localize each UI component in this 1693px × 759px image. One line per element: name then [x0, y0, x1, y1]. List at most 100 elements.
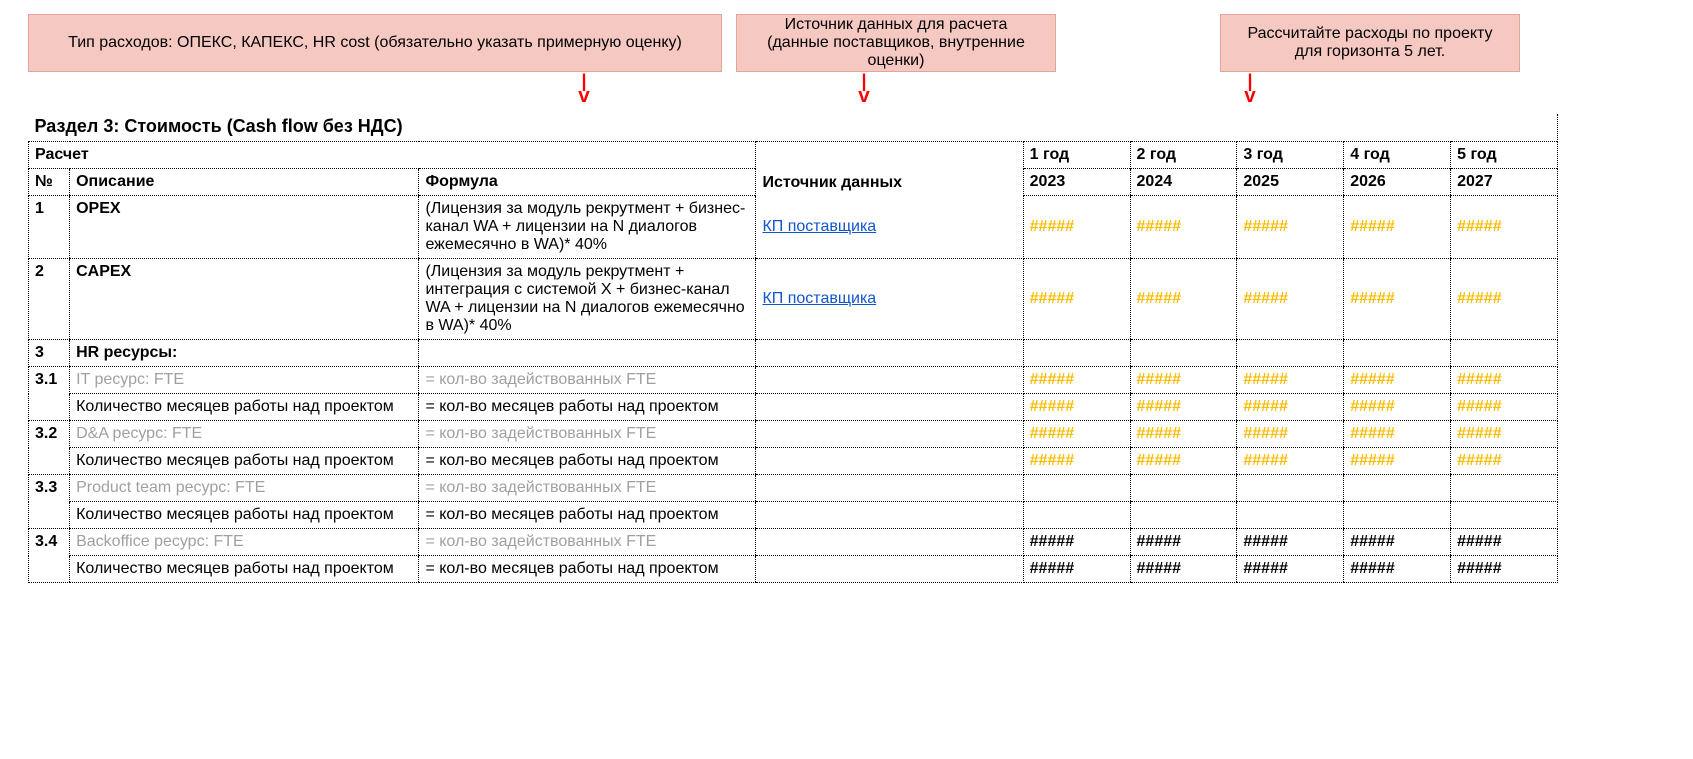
cell-value[interactable]: ##### — [1023, 529, 1130, 556]
cell-value[interactable]: ##### — [1023, 556, 1130, 583]
cell-number[interactable]: 3.3 — [29, 475, 70, 529]
cell-value[interactable] — [1130, 502, 1237, 529]
cell-value[interactable]: ##### — [1344, 556, 1451, 583]
cell-value[interactable]: ##### — [1451, 196, 1558, 259]
cell-value[interactable]: ##### — [1344, 367, 1451, 394]
cell-number[interactable]: 2 — [29, 259, 70, 340]
table-row[interactable]: Количество месяцев работы над проектом= … — [29, 448, 1558, 475]
cell-value[interactable]: ##### — [1130, 394, 1237, 421]
cell-source[interactable] — [756, 475, 1023, 502]
cell-value[interactable]: ##### — [1451, 394, 1558, 421]
cell-description[interactable]: Количество месяцев работы над проектом — [70, 502, 419, 529]
cell-formula[interactable]: (Лицензия за модуль рекрутмент + интегра… — [419, 259, 756, 340]
cell-value[interactable] — [1023, 475, 1130, 502]
cell-value[interactable] — [1451, 340, 1558, 367]
cell-formula[interactable]: = кол-во задействованных FTE — [419, 421, 756, 448]
cell-value[interactable] — [1023, 502, 1130, 529]
table-row[interactable]: Количество месяцев работы над проектом= … — [29, 556, 1558, 583]
cell-value[interactable] — [1023, 340, 1130, 367]
cell-description[interactable]: Количество месяцев работы над проектом — [70, 556, 419, 583]
cell-source[interactable] — [756, 421, 1023, 448]
cell-number[interactable]: 3.1 — [29, 367, 70, 421]
cell-value[interactable]: ##### — [1344, 394, 1451, 421]
cell-formula[interactable]: = кол-во месяцев работы над проектом — [419, 394, 756, 421]
cell-value[interactable]: ##### — [1451, 421, 1558, 448]
cell-value[interactable] — [1237, 340, 1344, 367]
cell-source[interactable]: КП поставщика — [756, 259, 1023, 340]
cell-source[interactable] — [756, 502, 1023, 529]
cell-value[interactable] — [1237, 475, 1344, 502]
cell-value[interactable]: ##### — [1451, 259, 1558, 340]
cell-value[interactable]: ##### — [1344, 196, 1451, 259]
source-link[interactable]: КП поставщика — [762, 290, 876, 307]
cell-value[interactable]: ##### — [1237, 529, 1344, 556]
cell-description[interactable]: OPEX — [70, 196, 419, 259]
cell-value[interactable]: ##### — [1023, 421, 1130, 448]
cell-description[interactable]: IT ресурс: FTE — [70, 367, 419, 394]
table-row[interactable]: 3.4Backoffice ресурс: FTE= кол-во задейс… — [29, 529, 1558, 556]
cell-formula[interactable]: = кол-во месяцев работы над проектом — [419, 556, 756, 583]
cell-value[interactable]: ##### — [1451, 448, 1558, 475]
cell-source[interactable] — [756, 367, 1023, 394]
cell-value[interactable] — [1130, 475, 1237, 502]
cell-value[interactable]: ##### — [1023, 448, 1130, 475]
cell-value[interactable]: ##### — [1130, 556, 1237, 583]
cell-value[interactable]: ##### — [1023, 394, 1130, 421]
cell-value[interactable]: ##### — [1344, 421, 1451, 448]
cell-formula[interactable]: = кол-во месяцев работы над проектом — [419, 502, 756, 529]
cell-formula[interactable] — [419, 340, 756, 367]
table-row[interactable]: Количество месяцев работы над проектом= … — [29, 502, 1558, 529]
cell-description[interactable]: Product team ресурс: FTE — [70, 475, 419, 502]
cell-value[interactable]: ##### — [1130, 421, 1237, 448]
cell-value[interactable]: ##### — [1023, 367, 1130, 394]
cell-description[interactable]: Количество месяцев работы над проектом — [70, 448, 419, 475]
cell-value[interactable]: ##### — [1451, 367, 1558, 394]
cell-formula[interactable]: = кол-во месяцев работы над проектом — [419, 448, 756, 475]
cell-value[interactable] — [1237, 502, 1344, 529]
cell-formula[interactable]: = кол-во задействованных FTE — [419, 529, 756, 556]
cell-formula[interactable]: = кол-во задействованных FTE — [419, 475, 756, 502]
cell-description[interactable]: Количество месяцев работы над проектом — [70, 394, 419, 421]
cell-description[interactable]: Backoffice ресурс: FTE — [70, 529, 419, 556]
cell-value[interactable]: ##### — [1130, 367, 1237, 394]
cell-value[interactable]: ##### — [1237, 421, 1344, 448]
cell-value[interactable]: ##### — [1237, 556, 1344, 583]
cell-source[interactable] — [756, 340, 1023, 367]
cell-source[interactable] — [756, 394, 1023, 421]
cell-source[interactable] — [756, 448, 1023, 475]
cell-number[interactable]: 3 — [29, 340, 70, 367]
cell-value[interactable]: ##### — [1023, 196, 1130, 259]
cell-number[interactable]: 3.4 — [29, 529, 70, 583]
cell-value[interactable]: ##### — [1344, 259, 1451, 340]
table-row[interactable]: 3HR ресурсы: — [29, 340, 1558, 367]
cell-source[interactable] — [756, 529, 1023, 556]
cell-value[interactable] — [1344, 502, 1451, 529]
cell-value[interactable] — [1130, 340, 1237, 367]
cell-value[interactable]: ##### — [1451, 529, 1558, 556]
cell-value[interactable] — [1344, 340, 1451, 367]
cell-value[interactable]: ##### — [1023, 259, 1130, 340]
cell-description[interactable]: D&A ресурс: FTE — [70, 421, 419, 448]
cell-value[interactable]: ##### — [1237, 367, 1344, 394]
cell-value[interactable] — [1451, 502, 1558, 529]
cell-value[interactable]: ##### — [1237, 448, 1344, 475]
cell-value[interactable]: ##### — [1344, 448, 1451, 475]
table-row[interactable]: 3.2D&A ресурс: FTE= кол-во задействованн… — [29, 421, 1558, 448]
table-row[interactable]: 1OPEX(Лицензия за модуль рекрутмент + би… — [29, 196, 1558, 259]
cell-description[interactable]: CAPEX — [70, 259, 419, 340]
table-row[interactable]: 2CAPEX(Лицензия за модуль рекрутмент + и… — [29, 259, 1558, 340]
cell-number[interactable]: 3.2 — [29, 421, 70, 475]
table-row[interactable]: 3.1IT ресурс: FTE= кол-во задействованны… — [29, 367, 1558, 394]
cell-value[interactable]: ##### — [1237, 394, 1344, 421]
cell-value[interactable]: ##### — [1451, 556, 1558, 583]
cell-value[interactable]: ##### — [1130, 529, 1237, 556]
table-row[interactable]: Количество месяцев работы над проектом= … — [29, 394, 1558, 421]
source-link[interactable]: КП поставщика — [762, 218, 876, 235]
cell-number[interactable]: 1 — [29, 196, 70, 259]
cell-value[interactable]: ##### — [1130, 196, 1237, 259]
cell-formula[interactable]: (Лицензия за модуль рекрутмент + бизнес-… — [419, 196, 756, 259]
table-row[interactable]: 3.3Product team ресурс: FTE= кол-во заде… — [29, 475, 1558, 502]
cell-value[interactable]: ##### — [1237, 259, 1344, 340]
cell-value[interactable] — [1451, 475, 1558, 502]
cell-source[interactable]: КП поставщика — [756, 196, 1023, 259]
